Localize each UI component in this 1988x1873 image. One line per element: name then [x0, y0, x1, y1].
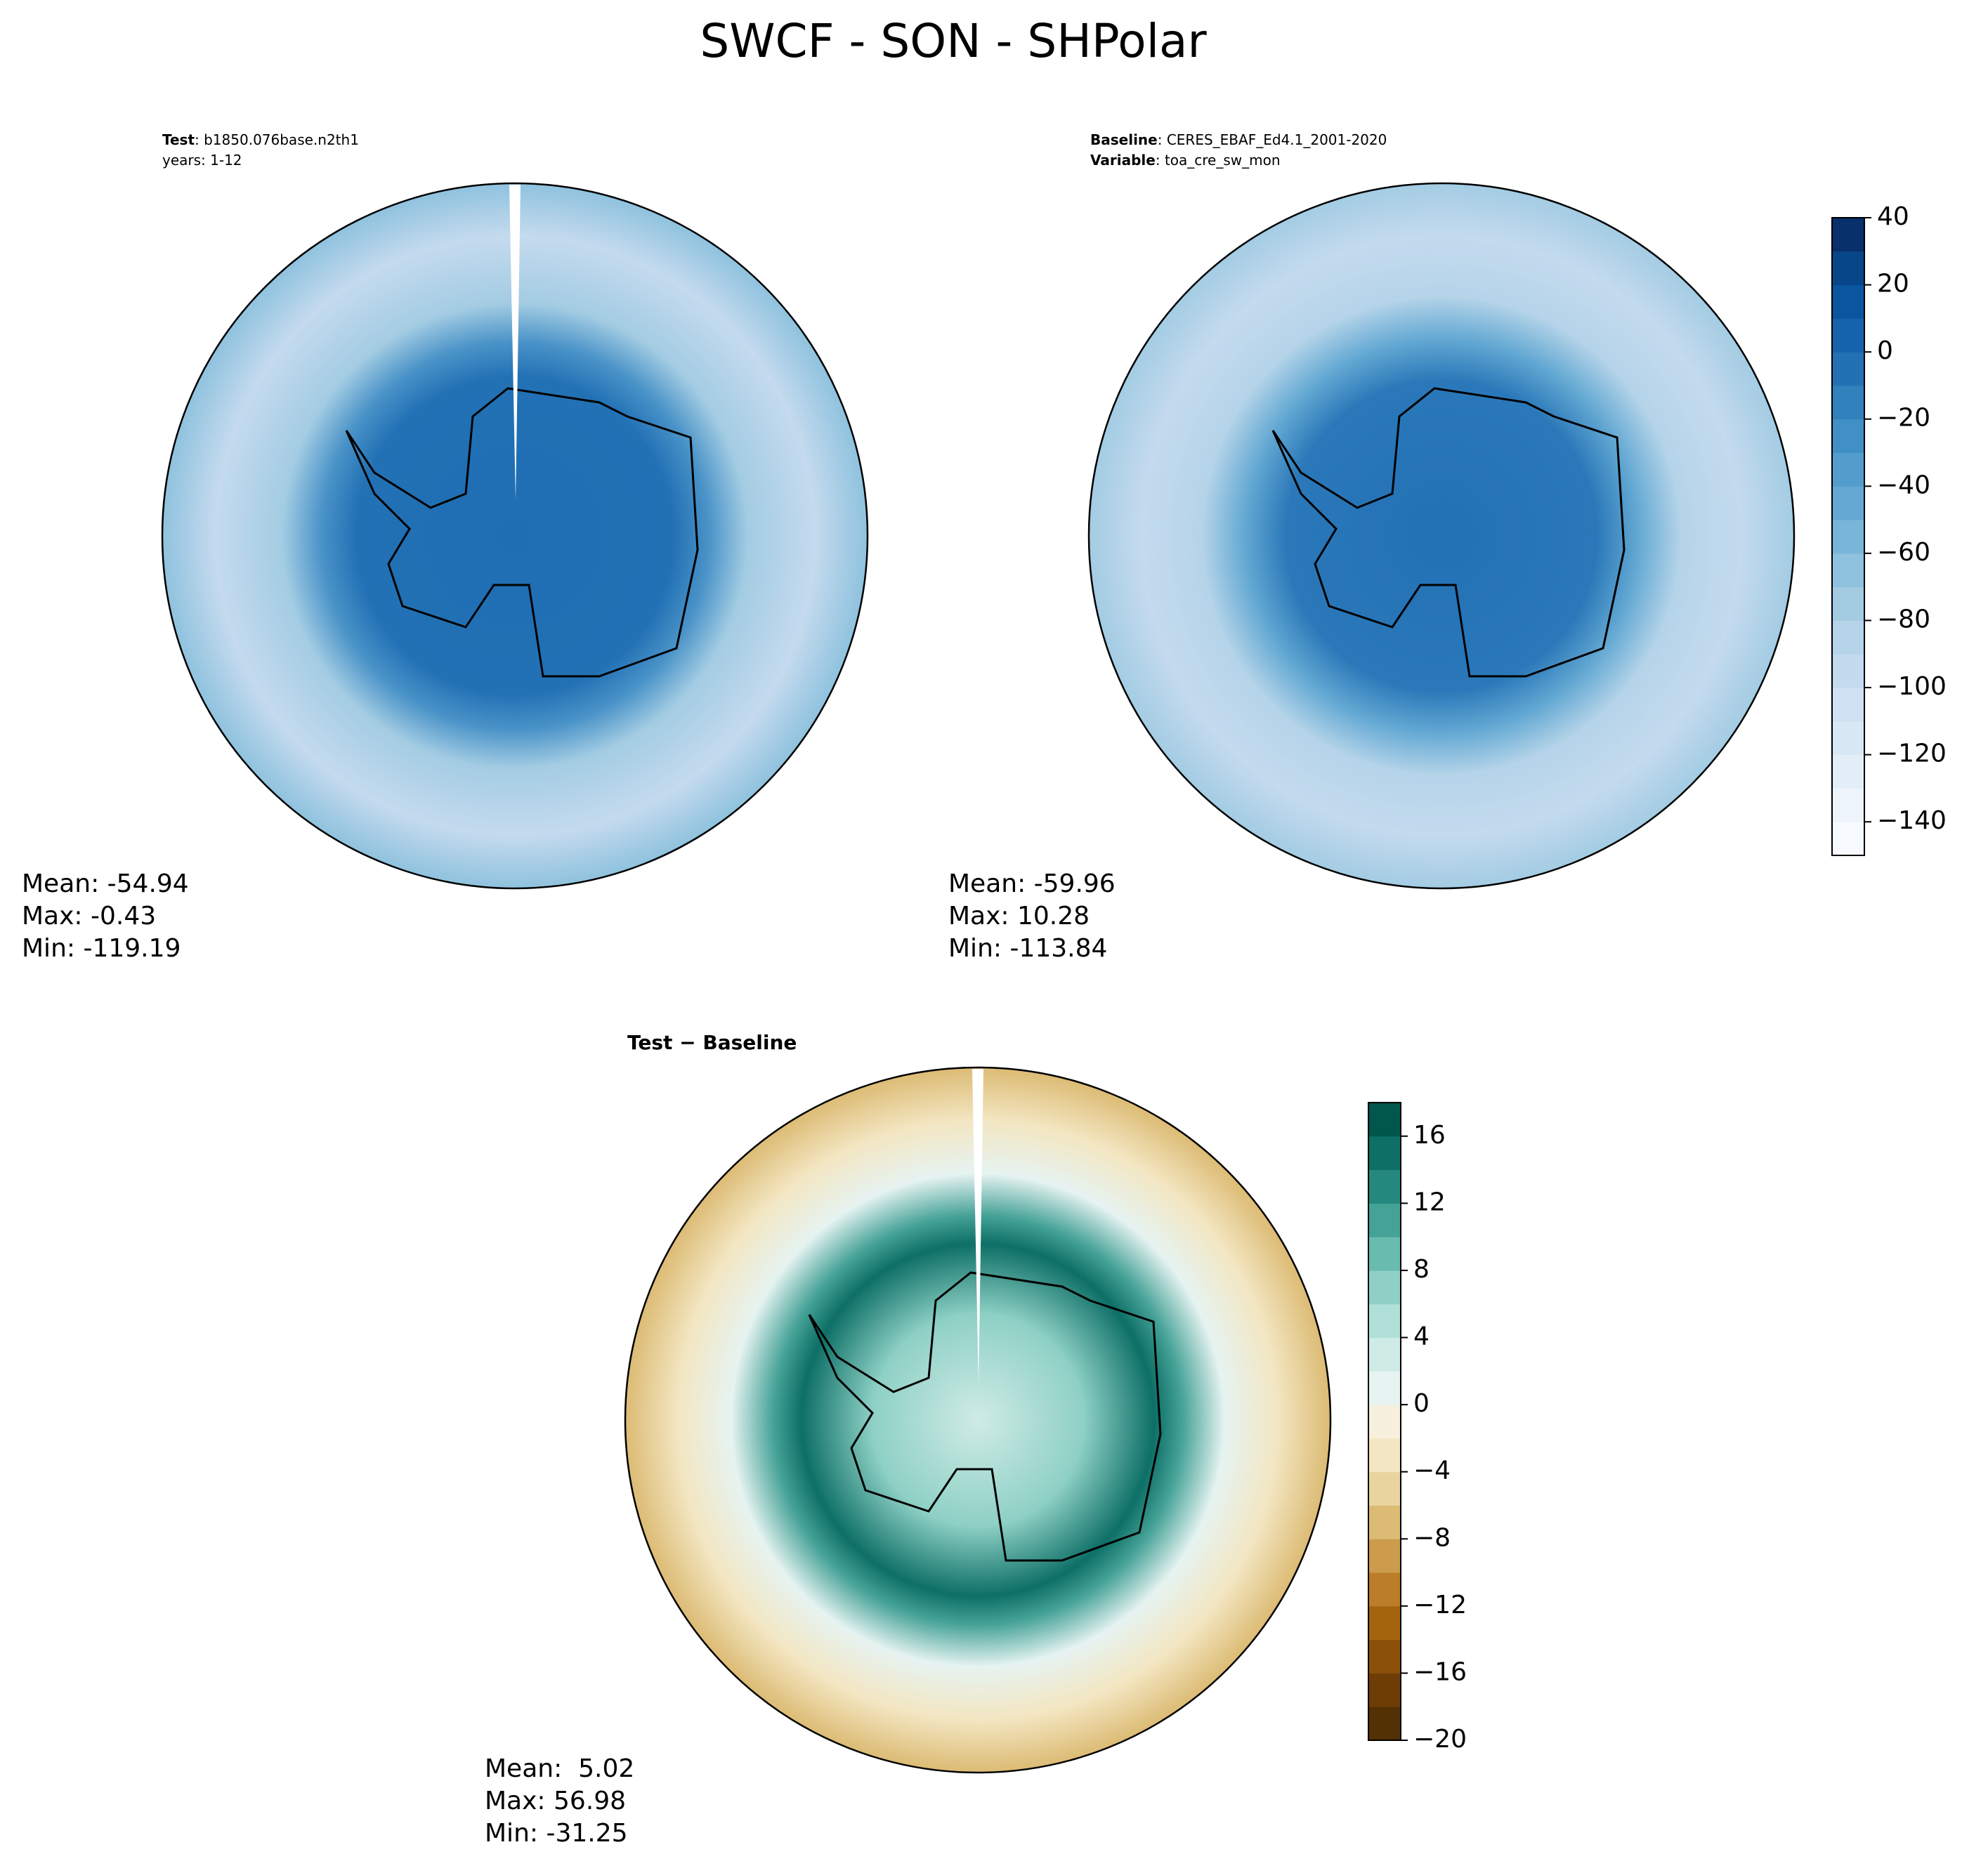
colorbar-band — [1368, 1103, 1401, 1137]
figure-title: SWCF - SON - SHPolar — [700, 14, 1207, 68]
missing-strip — [509, 185, 521, 501]
colorbar-band — [1832, 586, 1864, 621]
colorbar-tick-label: −8 — [1413, 1523, 1451, 1552]
stat-line: Max: -0.43 — [22, 902, 156, 931]
colorbar-frame — [1831, 217, 1865, 856]
colorbar-band — [1368, 1471, 1401, 1506]
colorbar-tick-label: −40 — [1877, 471, 1930, 499]
coastline — [1271, 387, 1626, 678]
colorbar-band — [1832, 251, 1864, 286]
colorbar-tick-label: 16 — [1413, 1121, 1446, 1150]
colorbar-band — [1368, 1303, 1401, 1339]
colorbar-band — [1368, 1605, 1401, 1641]
colorbar-band — [1368, 1405, 1401, 1439]
colorbar-frame — [1368, 1102, 1401, 1741]
colorbar-band — [1832, 721, 1864, 756]
stat-line: Mean: -54.94 — [22, 869, 189, 898]
colorbar-tick-label: 8 — [1413, 1255, 1430, 1284]
header-key: Test — [162, 131, 195, 148]
colorbar-band — [1832, 620, 1864, 655]
colorbar-band — [1368, 1505, 1401, 1539]
colorbar-band — [1368, 1371, 1401, 1405]
colorbar-tick-label: −120 — [1877, 740, 1947, 768]
stat-line: Min: -113.84 — [948, 934, 1107, 963]
colorbar-tick-label: −100 — [1877, 672, 1947, 701]
colorbar-tick-label: −140 — [1877, 806, 1947, 835]
colorbar-band — [1832, 822, 1864, 856]
colorbar-band — [1368, 1707, 1401, 1741]
colorbar-band — [1832, 352, 1864, 386]
colorbar-band — [1832, 688, 1864, 722]
header-key: Baseline — [1090, 131, 1158, 148]
coastline — [808, 1271, 1162, 1562]
header-key: Test − Baseline — [627, 1031, 797, 1054]
stat-line: Max: 56.98 — [485, 1787, 626, 1815]
colorbar-band — [1368, 1572, 1401, 1607]
map-boundary — [161, 182, 869, 890]
colorbar-tick-label: 0 — [1877, 336, 1893, 365]
missing-strip — [972, 1069, 983, 1385]
panel-header: Baseline: CERES_EBAF_Ed4.1_2001-2020 — [1090, 131, 1387, 148]
colorbar-tick-label: −20 — [1413, 1725, 1467, 1754]
map-boundary — [1087, 182, 1796, 890]
colorbar-band — [1368, 1673, 1401, 1707]
stat-line: Mean: 5.02 — [485, 1754, 634, 1783]
header-value: years: 1-12 — [162, 152, 242, 169]
colorbar-tick-label: −16 — [1413, 1657, 1467, 1686]
colorbar-band — [1368, 1237, 1401, 1271]
colorbar-tick-label: 0 — [1413, 1389, 1430, 1418]
panel-header: Test: b1850.076base.n2th1 — [162, 131, 359, 148]
colorbar-band — [1832, 318, 1864, 353]
header-value: : toa_cre_sw_mon — [1156, 152, 1281, 169]
colorbar-band — [1832, 553, 1864, 588]
colorbar-band — [1368, 1136, 1401, 1171]
colorbar-band — [1832, 284, 1864, 319]
coastline — [345, 387, 699, 678]
stat-line: Min: -31.25 — [485, 1819, 628, 1848]
colorbar-band — [1368, 1203, 1401, 1237]
map-field — [162, 183, 868, 888]
colorbar-band — [1832, 218, 1864, 252]
colorbar-band — [1368, 1438, 1401, 1473]
panel-header: Test − Baseline — [627, 1031, 797, 1054]
header-key: Variable — [1090, 152, 1156, 169]
colorbar-band — [1832, 385, 1864, 420]
colorbar-band — [1832, 788, 1864, 822]
map-field — [1089, 183, 1794, 888]
colorbar-tick-label: 4 — [1413, 1322, 1430, 1351]
map-field — [625, 1067, 1330, 1773]
colorbar-band — [1368, 1639, 1401, 1674]
stat-line: Mean: -59.96 — [948, 869, 1116, 898]
colorbar-tick-label: −80 — [1877, 605, 1930, 633]
colorbar-tick-label: −60 — [1877, 538, 1930, 567]
colorbar-band — [1832, 419, 1864, 454]
header-value: : b1850.076base.n2th1 — [195, 131, 359, 148]
colorbar-tick-label: 20 — [1877, 270, 1909, 298]
colorbar-tick-label: 12 — [1413, 1188, 1446, 1216]
colorbar-band — [1832, 486, 1864, 520]
colorbar-band — [1832, 754, 1864, 789]
colorbar-tick-label: −4 — [1413, 1457, 1451, 1485]
panel-header: years: 1-12 — [162, 152, 242, 169]
panel-header: Variable: toa_cre_sw_mon — [1090, 152, 1281, 169]
colorbar-tick-label: 40 — [1877, 202, 1909, 231]
colorbar-band — [1368, 1337, 1401, 1372]
colorbar-band — [1368, 1270, 1401, 1305]
colorbar-tick-label: −20 — [1877, 404, 1930, 433]
colorbar-band — [1832, 452, 1864, 487]
stat-line: Max: 10.28 — [948, 902, 1090, 931]
colorbar-band — [1832, 520, 1864, 554]
colorbar-band — [1368, 1169, 1401, 1204]
colorbar-tick-label: −12 — [1413, 1591, 1467, 1619]
colorbar-band — [1832, 654, 1864, 688]
colorbar-band — [1368, 1539, 1401, 1573]
stat-line: Min: -119.19 — [22, 934, 181, 963]
map-boundary — [624, 1066, 1332, 1774]
header-value: : CERES_EBAF_Ed4.1_2001-2020 — [1158, 131, 1387, 148]
